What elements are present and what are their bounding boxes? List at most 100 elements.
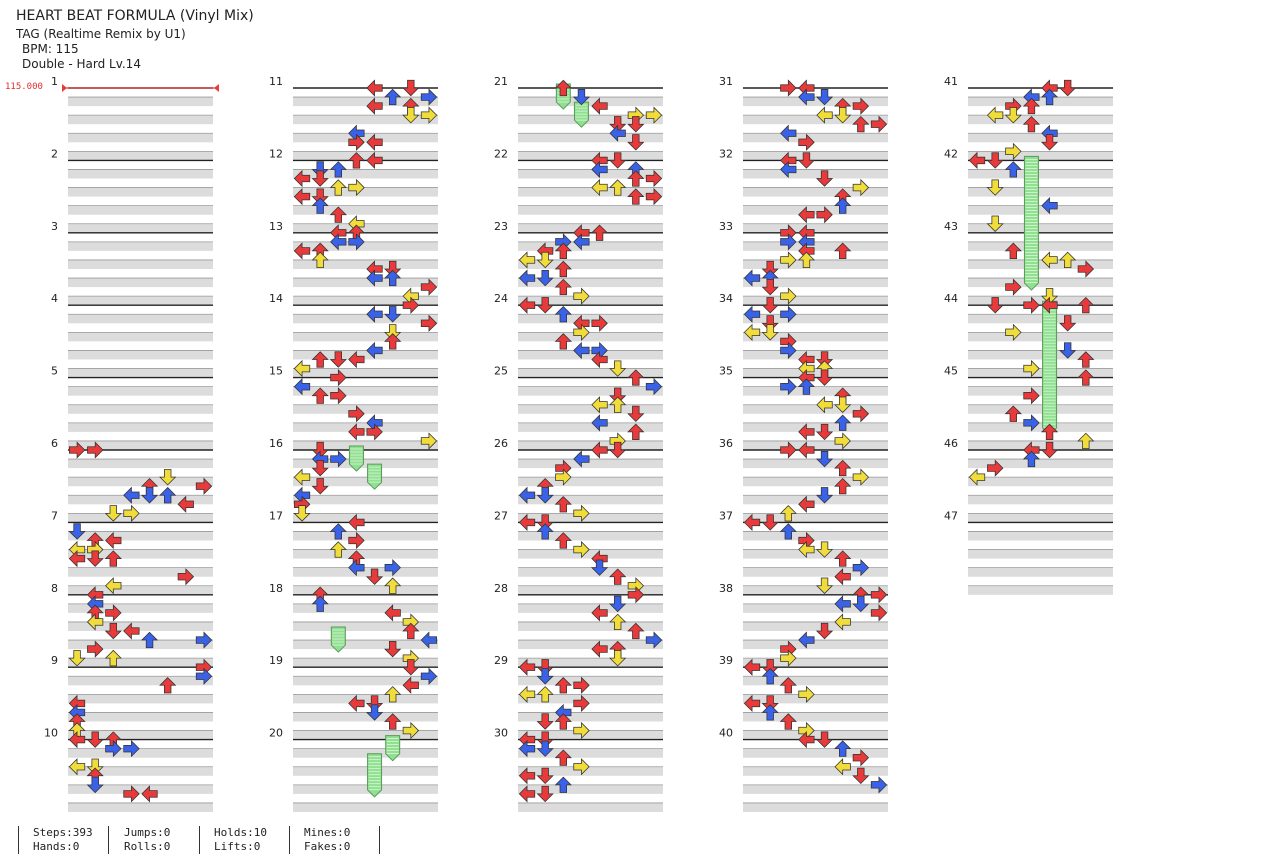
arrow-down-icon [365, 695, 384, 712]
arrow-up-icon [104, 649, 122, 667]
arrow-up-icon [1077, 432, 1095, 450]
beat-band [743, 296, 888, 306]
arrow-right-icon [68, 441, 86, 459]
beat-band [968, 422, 1113, 432]
arrow-right-icon [402, 296, 420, 314]
arrow-left-icon [348, 694, 365, 713]
measure-number: 37 [719, 509, 733, 522]
beat-band [68, 386, 213, 396]
arrow-left-icon [834, 595, 851, 613]
beat-band [68, 404, 213, 414]
beat-band [293, 621, 438, 631]
beat-band [968, 513, 1113, 523]
measure-number: 17 [269, 509, 283, 522]
arrow-down-icon [609, 387, 627, 404]
beat-band [293, 440, 438, 450]
measure-number: 1 [51, 75, 58, 88]
arrow-down-icon [815, 450, 834, 468]
arrow-up-icon [627, 423, 645, 440]
beat-band [968, 368, 1113, 378]
measure-number: 46 [944, 437, 958, 450]
beat-band [743, 531, 888, 541]
arrow-right-icon [1023, 296, 1040, 314]
arrow-down-icon [1059, 79, 1077, 97]
beat-band [68, 766, 213, 776]
beat-band [968, 459, 1113, 469]
arrow-left-icon [366, 151, 383, 170]
arrow-up-icon [627, 188, 645, 205]
stats-divider [199, 826, 200, 854]
beat-band [518, 748, 663, 758]
beat-band [968, 404, 1113, 414]
arrow-left-icon [591, 350, 608, 369]
beat-band [293, 259, 438, 269]
beat-band [518, 314, 663, 324]
arrow-up-icon [311, 197, 329, 214]
beat-band [68, 169, 213, 179]
beat-band [68, 585, 213, 595]
arrow-down-icon [536, 514, 554, 531]
beat-band [743, 115, 888, 125]
beat-band [518, 350, 663, 360]
arrow-right-icon [780, 649, 797, 667]
jumps-count: Jumps:0 [124, 826, 171, 839]
beat-band [68, 802, 213, 812]
arrow-right-icon [852, 468, 870, 486]
arrow-down-icon [311, 441, 329, 459]
beat-band [68, 676, 213, 686]
arrow-up-icon [834, 197, 852, 214]
arrow-right-icon [870, 604, 888, 622]
arrow-left-icon [348, 559, 365, 577]
arrow-down-icon [815, 731, 834, 748]
beat-band [293, 368, 438, 378]
hold-note [367, 753, 383, 798]
arrow-right-icon [123, 740, 140, 758]
beat-band [968, 531, 1113, 541]
arrow-left-icon [293, 378, 311, 396]
stats-divider [379, 826, 380, 854]
arrow-down-icon [609, 116, 627, 133]
arrow-right-icon [195, 667, 213, 685]
arrow-right-icon [780, 341, 797, 360]
arrow-down-icon [986, 215, 1004, 232]
rolls-count: Rolls:0 [124, 840, 171, 853]
arrow-left-icon [780, 160, 797, 179]
arrow-right-icon [870, 115, 888, 133]
beat-band [743, 241, 888, 251]
arrow-up-icon [536, 686, 554, 703]
beat-band [518, 712, 663, 722]
beat-band [743, 694, 888, 704]
arrow-right-icon [780, 441, 797, 459]
arrow-up-icon [311, 351, 329, 368]
arrow-down-icon [293, 505, 311, 522]
arrow-left-icon [798, 423, 815, 441]
arrow-right-icon [870, 776, 888, 794]
arrow-right-icon [780, 305, 797, 323]
arrow-left-icon [816, 396, 833, 414]
hands-count: Hands:0 [33, 840, 80, 853]
arrow-left-icon [743, 269, 761, 287]
arrow-right-icon [420, 106, 438, 124]
beat-band [293, 495, 438, 505]
beat-band [743, 802, 888, 812]
arrow-left-icon [518, 513, 536, 532]
beat-band [68, 259, 213, 269]
arrow-up-icon [554, 242, 572, 259]
beat-band [518, 115, 663, 125]
beat-band [968, 296, 1113, 306]
arrow-up-icon [554, 677, 572, 694]
arrow-left-icon [348, 423, 365, 441]
measure-number: 36 [719, 437, 733, 450]
measure-number: 32 [719, 147, 733, 160]
beat-band [968, 314, 1113, 324]
arrow-left-icon [573, 233, 590, 251]
arrow-down-icon [384, 641, 402, 658]
beat-band [293, 676, 438, 686]
arrow-up-icon [761, 704, 779, 721]
arrow-right-icon [591, 314, 608, 332]
beat-band [968, 585, 1113, 595]
arrow-down-icon [1040, 288, 1059, 305]
beat-band [743, 712, 888, 722]
measure-number: 5 [51, 365, 58, 378]
beat-band [743, 314, 888, 324]
